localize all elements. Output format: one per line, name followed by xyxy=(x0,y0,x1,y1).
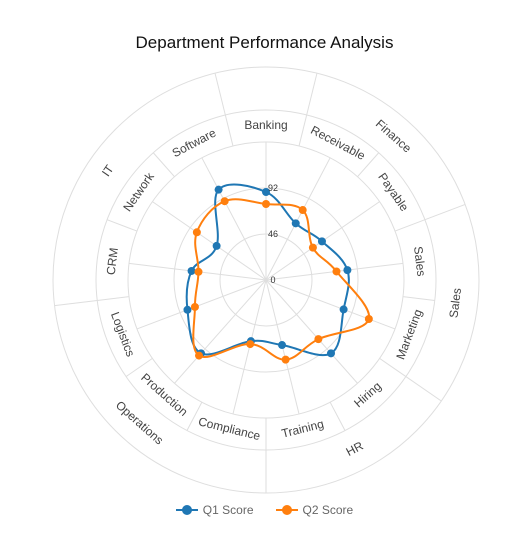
series-2-point-compliance[interactable] xyxy=(246,340,255,349)
radial-tick-label: 0 xyxy=(270,275,275,285)
series-1-point-payable[interactable] xyxy=(317,237,326,246)
series-1-point-banking[interactable] xyxy=(262,188,270,196)
cat-divider-9 xyxy=(125,357,153,377)
category-label-marketing: Marketing xyxy=(393,307,425,361)
cat-divider-8 xyxy=(186,401,203,431)
radar-grid xyxy=(52,66,480,494)
spoke-4 xyxy=(265,279,396,330)
legend-item-q1[interactable]: Q1 Score xyxy=(175,503,254,517)
group-label-operations: Operations xyxy=(113,398,166,447)
category-label-crm: CRM xyxy=(104,247,121,276)
category-label-banking: Banking xyxy=(244,118,287,132)
radar-series xyxy=(183,183,373,364)
series-2-point-hiring[interactable] xyxy=(314,335,323,344)
cat-divider-5 xyxy=(379,357,407,377)
legend-marker-q2 xyxy=(275,505,298,515)
series-1-point-crm[interactable] xyxy=(187,266,196,275)
series-2-point-sales[interactable] xyxy=(332,267,341,276)
series-1-point-network[interactable] xyxy=(212,241,221,250)
category-label-training: Training xyxy=(280,417,325,441)
legend-marker-q1 xyxy=(175,505,198,515)
series-2-point-software[interactable] xyxy=(220,197,229,206)
cat-divider-10 xyxy=(97,296,130,301)
group-label-hr: HR xyxy=(344,438,366,459)
series-1-point-sales[interactable] xyxy=(343,266,352,275)
cat-divider-6 xyxy=(329,401,346,431)
cat-divider-12 xyxy=(152,152,175,178)
group-divider-1 xyxy=(424,204,466,221)
series-2-point-payable[interactable] xyxy=(308,243,317,252)
spoke-11 xyxy=(152,201,267,281)
series-2-point-logistics[interactable] xyxy=(190,302,199,311)
series-1-point-hiring[interactable] xyxy=(326,349,335,358)
category-label-sales: Sales xyxy=(411,246,429,277)
series-2-point-network[interactable] xyxy=(192,228,201,237)
radial-tick-label: 46 xyxy=(268,229,278,239)
legend-item-q2[interactable]: Q2 Score xyxy=(275,503,354,517)
series-2-point-production[interactable] xyxy=(195,351,204,360)
spoke-9 xyxy=(136,279,267,330)
category-label-receivable: Receivable xyxy=(308,123,367,163)
cat-divider-3 xyxy=(394,219,426,232)
series-1-point-receivable[interactable] xyxy=(291,219,300,228)
group-label-it: IT xyxy=(99,162,117,179)
series-1-point-logistics[interactable] xyxy=(183,305,192,314)
series-1-point-training[interactable] xyxy=(278,341,287,350)
category-label-hiring: Hiring xyxy=(351,379,384,410)
group-divider-4 xyxy=(54,299,98,307)
group-label-finance: Finance xyxy=(373,117,414,156)
spoke-1 xyxy=(265,157,331,281)
series-1-point-marketing[interactable] xyxy=(339,305,348,314)
cat-divider-1 xyxy=(298,114,308,147)
series-2-point-marketing[interactable] xyxy=(364,315,373,324)
legend-label-q1: Q1 Score xyxy=(202,503,254,517)
cat-divider-0 xyxy=(224,114,234,147)
category-label-production: Production xyxy=(138,370,190,419)
cat-divider-4 xyxy=(402,296,435,301)
group-divider-5 xyxy=(214,73,226,116)
category-label-network: Network xyxy=(120,169,157,214)
category-label-software: Software xyxy=(170,126,219,161)
series-2-point-training[interactable] xyxy=(281,355,290,364)
chart-title: Department Performance Analysis xyxy=(135,33,394,52)
category-label-payable: Payable xyxy=(375,170,411,214)
group-divider-2 xyxy=(405,376,442,402)
group-label-sales: Sales xyxy=(447,287,465,318)
series-1-point-software[interactable] xyxy=(214,185,223,194)
series-2-point-receivable[interactable] xyxy=(298,206,307,215)
series-2-point-crm[interactable] xyxy=(194,267,203,276)
series-2-point-banking[interactable] xyxy=(262,200,270,208)
spoke-5 xyxy=(265,279,358,384)
spoke-12 xyxy=(201,157,267,281)
cat-divider-2 xyxy=(357,152,380,178)
cat-divider-11 xyxy=(106,219,138,232)
legend-label-q2: Q2 Score xyxy=(302,503,354,517)
radial-tick-label: 92 xyxy=(268,183,278,193)
legend: Q1 Score Q2 Score xyxy=(0,503,529,517)
group-divider-0 xyxy=(306,73,318,116)
spoke-8 xyxy=(174,279,267,384)
